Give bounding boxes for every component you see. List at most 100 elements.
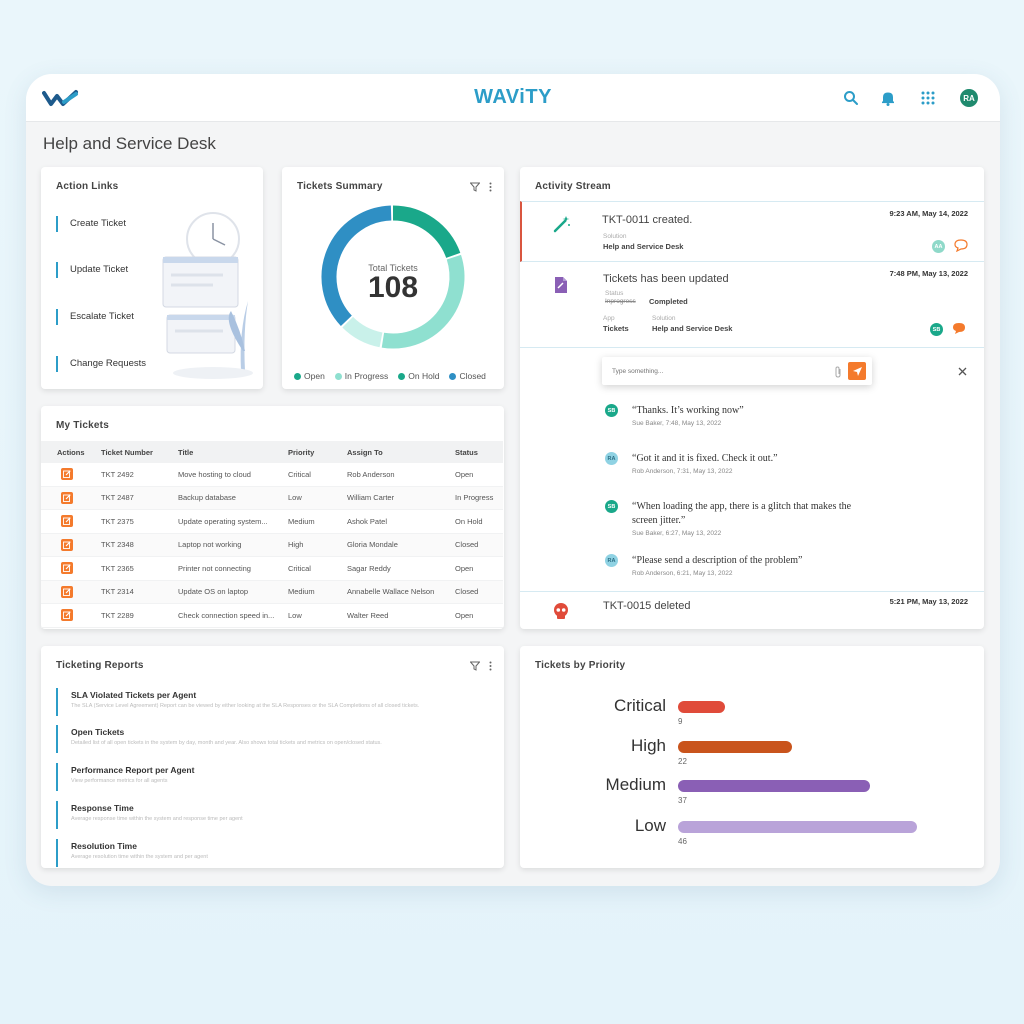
change-requests-link[interactable]: Change Requests [56, 356, 146, 372]
donut-legend: Open In Progress On Hold Closed [294, 371, 486, 381]
report-open-tickets[interactable]: Open Tickets Detailed list of all open t… [56, 725, 382, 753]
report-title: SLA Violated Tickets per Agent [71, 690, 197, 700]
priority-label-high: High [631, 736, 666, 755]
report-sla-violated[interactable]: SLA Violated Tickets per Agent The SLA (… [56, 688, 419, 716]
attachment-icon[interactable] [834, 365, 842, 383]
edit-icon[interactable] [61, 491, 73, 504]
priority-bar-critical[interactable] [678, 701, 725, 713]
ticket-title: Move hosting to cloud [178, 469, 251, 479]
magic-wand-icon [552, 214, 572, 239]
activity-title: Tickets has been updated [603, 273, 729, 285]
send-button[interactable] [848, 362, 866, 380]
ticketing-reports-card: Ticketing Reports SLA Violated Tickets p… [41, 646, 504, 868]
bell-icon[interactable] [879, 89, 897, 107]
priority-value-medium: 37 [678, 796, 687, 805]
solution-label: Solution [652, 315, 676, 322]
page-title: Help and Service Desk [43, 134, 216, 153]
ticket-number[interactable]: TKT 2492 [101, 469, 134, 479]
ticket-assignee: Sagar Reddy [347, 563, 391, 573]
comment-icon[interactable] [954, 239, 968, 257]
report-resolution-time[interactable]: Resolution Time Average resolution time … [56, 839, 208, 867]
ticket-assignee: Ashok Patel [347, 516, 388, 526]
ticket-number[interactable]: TKT 2487 [101, 493, 134, 503]
priority-value-low: 46 [678, 837, 687, 846]
activity-time: 5:21 PM, May 13, 2022 [889, 597, 968, 606]
activity-entry-updated: Tickets has been updated 7:48 PM, May 13… [520, 263, 984, 348]
actions-cell [41, 468, 101, 481]
edit-icon[interactable] [61, 468, 73, 481]
user-avatar[interactable]: RA [960, 89, 978, 107]
ticket-title: Laptop not working [178, 540, 242, 550]
actions-cell [41, 562, 101, 575]
solution-value: Help and Service Desk [603, 242, 684, 251]
ticket-number[interactable]: TKT 2348 [101, 540, 134, 550]
priority-bar-low[interactable] [678, 821, 918, 833]
ticket-status: In Progress [455, 493, 494, 503]
ticket-priority: High [288, 540, 304, 550]
priority-bar-high[interactable] [678, 741, 793, 753]
activity-title: TKT-0015 deleted [603, 600, 691, 612]
report-title: Resolution Time [71, 841, 137, 851]
report-response-time[interactable]: Response Time Average response time with… [56, 801, 243, 829]
top-bar: WAViTY RA [26, 74, 1000, 122]
grid-icon[interactable] [919, 89, 937, 107]
comment-icon[interactable] [952, 322, 966, 340]
report-description: The SLA (Service Level Agreement) Report… [71, 703, 420, 709]
comment-input[interactable] [612, 364, 812, 378]
tickets-table: Actions Ticket Number Title Priority Ass… [41, 441, 503, 628]
search-icon[interactable] [842, 89, 860, 107]
edit-icon[interactable] [61, 585, 73, 598]
table-row[interactable]: TKT 2289 Check connection speed in... Low W… [41, 604, 503, 628]
activity-time: 9:23 AM, May 14, 2022 [889, 209, 968, 218]
filter-icon[interactable] [469, 658, 481, 676]
priority-label-low: Low [634, 816, 666, 835]
logo-mark-icon[interactable] [42, 88, 80, 113]
avatar: SB [930, 323, 943, 336]
avatar: SB [605, 404, 618, 417]
ticket-number[interactable]: TKT 2375 [101, 516, 134, 526]
priority-bar-medium[interactable] [678, 780, 871, 792]
ticket-assignee: Annabelle Wallace Nelson [347, 587, 435, 597]
report-performance[interactable]: Performance Report per Agent View perfor… [56, 763, 194, 791]
actions-cell [41, 515, 101, 528]
ticket-status: Closed [455, 540, 479, 550]
create-ticket-link[interactable]: Create Ticket [56, 216, 126, 232]
ticket-status: Closed [455, 587, 479, 597]
document-icon [554, 276, 568, 299]
card-title: Ticketing Reports [56, 660, 144, 671]
filter-icon[interactable] [469, 179, 481, 197]
more-options-icon[interactable] [489, 179, 492, 197]
chart-title: Tickets by Priority [535, 660, 626, 671]
actions-cell [41, 609, 101, 622]
table-row[interactable]: TKT 2375 Update operating system... Medium… [41, 510, 503, 534]
column-header: Priority [288, 447, 315, 457]
report-description: View performance metrics for all agents [71, 778, 168, 784]
edit-icon[interactable] [61, 562, 73, 575]
avatar: RA [605, 554, 618, 567]
card-title: Activity Stream [535, 181, 611, 192]
ticket-number[interactable]: TKT 2314 [101, 587, 134, 597]
ticket-number[interactable]: TKT 2289 [101, 610, 134, 620]
ticket-assignee: Gloria Mondale [347, 540, 398, 550]
tickets-summary-card: Tickets Summary Total Tickets 108 Open I… [282, 167, 504, 389]
more-options-icon[interactable] [489, 658, 492, 676]
edit-icon[interactable] [61, 538, 73, 551]
table-row[interactable]: TKT 2314 Update OS on laptop Medium Annabel… [41, 580, 503, 604]
total-tickets-label: Total Tickets [368, 263, 418, 273]
report-title: Performance Report per Agent [71, 765, 195, 775]
table-row[interactable]: TKT 2365 Printer not connecting Critical Sa… [41, 557, 503, 581]
comment-box [602, 357, 872, 385]
table-header: Actions Ticket Number Title Priority Ass… [41, 441, 503, 463]
edit-icon[interactable] [61, 515, 73, 528]
table-row[interactable]: TKT 2487 Backup database Low William Carter… [41, 486, 503, 510]
update-ticket-link[interactable]: Update Ticket [56, 262, 128, 278]
action-links-card: Action Links Create Ticket Update Ticket… [41, 167, 263, 389]
priority-label-medium: Medium [605, 775, 666, 794]
table-row[interactable]: TKT 2492 Move hosting to cloud Critical Rob… [41, 463, 503, 487]
table-row[interactable]: TKT 2348 Laptop not working High Gloria Mon… [41, 533, 503, 557]
ticket-number[interactable]: TKT 2365 [101, 563, 134, 573]
escalate-ticket-link[interactable]: Escalate Ticket [56, 309, 134, 325]
activity-stream-card: Activity Stream TKT-0011 created. 9:23 A… [520, 167, 984, 629]
close-icon[interactable] [958, 363, 967, 381]
edit-icon[interactable] [61, 609, 73, 622]
